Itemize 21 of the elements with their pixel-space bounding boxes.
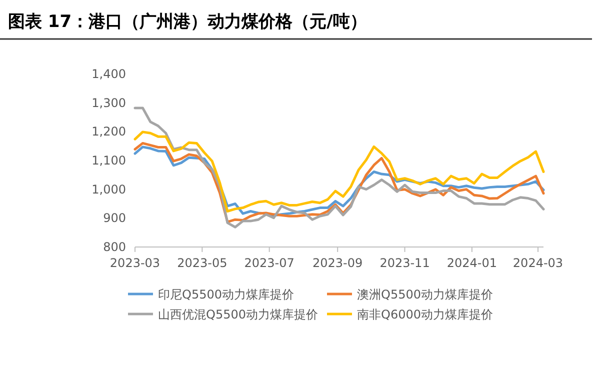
y-tick-label: 1,200 — [92, 124, 126, 139]
y-tick-label: 1,100 — [92, 154, 126, 168]
x-tick-label: 2023-09 — [312, 256, 363, 270]
x-tick-label: 2024-01 — [446, 256, 497, 270]
line-series — [134, 106, 545, 228]
x-tick-label: 2023-03 — [110, 256, 160, 270]
legend-label: 澳洲Q5500动力煤库提价 — [357, 288, 493, 302]
legend-label: 山西优混Q5500动力煤库提价 — [158, 308, 318, 322]
x-tick-label: 2023-05 — [177, 256, 228, 270]
y-tick-label: 1,400 — [92, 67, 126, 81]
y-tick-label: 1,300 — [92, 96, 126, 110]
chart-title: 图表 17：港口（广州港）动力煤价格（元/吨） — [8, 12, 367, 32]
x-tick-label: 2023-07 — [244, 256, 294, 270]
x-tick-label: 2024-03 — [512, 256, 564, 270]
legend-label: 印尼Q5500动力煤库提价 — [158, 288, 294, 302]
y-tick-label: 1,000 — [92, 182, 126, 196]
line-series — [134, 130, 545, 212]
x-tick-label: 2023-11 — [380, 256, 430, 270]
legend-label: 南非Q6000动力煤库提价 — [357, 308, 493, 322]
y-tick-label: 800 — [103, 240, 126, 254]
y-tick-label: 900 — [103, 211, 126, 226]
